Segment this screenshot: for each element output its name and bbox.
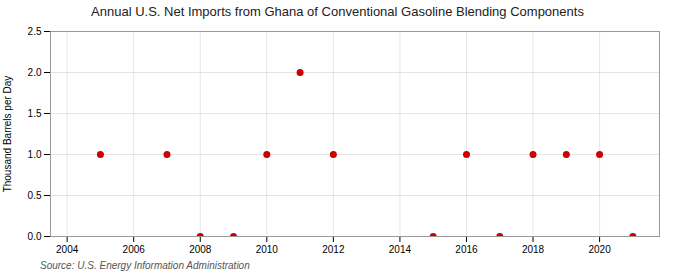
svg-text:Thousand Barrels per Day: Thousand Barrels per Day [2, 76, 13, 193]
svg-text:2012: 2012 [322, 244, 345, 255]
svg-text:2.5: 2.5 [28, 26, 42, 37]
html-text:Source: U.S. Energy Informatio: Source: U.S. Energy Information Administ… [40, 260, 250, 271]
svg-text:0.5: 0.5 [28, 190, 42, 201]
svg-text:1.0: 1.0 [28, 149, 42, 160]
svg-text:2016: 2016 [455, 244, 478, 255]
svg-text:2.0: 2.0 [28, 67, 42, 78]
html-text:Annual U.S. Net Imports from G: Annual U.S. Net Imports from Ghana of Co… [91, 4, 584, 19]
svg-text:2020: 2020 [588, 244, 611, 255]
svg-text:2004: 2004 [56, 244, 79, 255]
svg-text:2018: 2018 [522, 244, 545, 255]
svg-text:2010: 2010 [256, 244, 279, 255]
svg-text:2008: 2008 [189, 244, 212, 255]
svg-text:2014: 2014 [389, 244, 412, 255]
svg-text:2006: 2006 [123, 244, 146, 255]
svg-text:0.0: 0.0 [28, 231, 42, 242]
svg-text:1.5: 1.5 [28, 108, 42, 119]
